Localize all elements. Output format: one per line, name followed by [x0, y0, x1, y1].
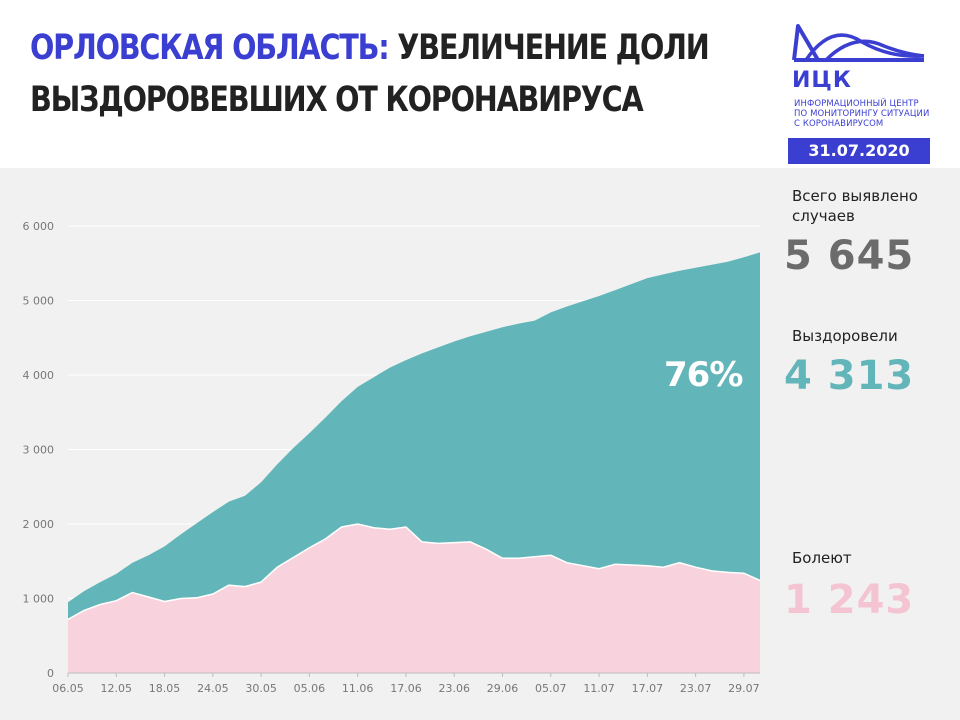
x-tick-label: 11.06 [342, 682, 374, 695]
x-tick-label: 11.07 [583, 682, 615, 695]
x-tick-label: 06.05 [52, 682, 84, 695]
recovered-value: 4 313 [784, 353, 915, 399]
x-tick-label: 17.07 [632, 682, 664, 695]
total-label: Всего выявлено случаев [792, 187, 918, 225]
x-tick-label: 23.06 [438, 682, 470, 695]
x-tick-label: 12.05 [101, 682, 133, 695]
y-tick-label: 5 000 [23, 295, 55, 308]
logo-line-2: ПО МОНИТОРИНГУ СИТУАЦИИ [794, 109, 930, 119]
x-tick-label: 29.07 [728, 682, 760, 695]
logo-arcs-icon [792, 24, 925, 62]
y-tick-label: 4 000 [23, 369, 55, 382]
series-area-sick [68, 524, 760, 673]
y-tick-label: 0 [47, 667, 54, 680]
recovered-share-annotation: 76% [664, 355, 743, 395]
x-tick-label: 24.05 [197, 682, 229, 695]
series-line-sick [67, 523, 761, 621]
y-tick-label: 1 000 [23, 593, 55, 606]
x-tick-label: 30.05 [245, 682, 277, 695]
sick-value: 1 243 [784, 577, 915, 623]
page-title: ОРЛОВСКАЯ ОБЛАСТЬ: УВЕЛИЧЕНИЕ ДОЛИ ВЫЗДО… [30, 22, 710, 126]
area-chart: 0 1 000 2 000 3 000 4 000 5 000 6 000 06.05 12.0… [23, 220, 761, 695]
logo-abbr: ИЦК [792, 68, 852, 93]
sick-label: Болеют [792, 549, 852, 567]
title-line2: ВЫЗДОРОВЕВШИХ ОТ КОРОНАВИРУСА [30, 80, 644, 120]
logo-line-1: ИНФОРМАЦИОННЫЙ ЦЕНТР [794, 99, 919, 109]
logo-line-3: С КОРОНАВИРУСОМ [794, 119, 884, 129]
title-region: ОРЛОВСКАЯ ОБЛАСТЬ: [30, 28, 390, 68]
x-tick-label: 23.07 [680, 682, 712, 695]
title-rest: УВЕЛИЧЕНИЕ ДОЛИ [388, 28, 710, 68]
y-tick-label: 2 000 [23, 518, 55, 531]
x-tick-label: 18.05 [149, 682, 181, 695]
x-tick-label: 05.07 [535, 682, 567, 695]
chart-panel: 0 1 000 2 000 3 000 4 000 5 000 6 000 06.05 12.0… [0, 168, 960, 720]
x-tick-label: 17.06 [390, 682, 422, 695]
recovered-label: Выздоровели [792, 327, 898, 345]
total-value: 5 645 [784, 233, 915, 279]
x-tick-label: 05.06 [294, 682, 326, 695]
y-tick-label: 3 000 [23, 444, 55, 457]
x-tick-label: 29.06 [487, 682, 519, 695]
date-badge: 31.07.2020 [788, 138, 930, 164]
y-tick-label: 6 000 [23, 220, 55, 233]
header: ОРЛОВСКАЯ ОБЛАСТЬ: УВЕЛИЧЕНИЕ ДОЛИ ВЫЗДО… [0, 0, 960, 168]
